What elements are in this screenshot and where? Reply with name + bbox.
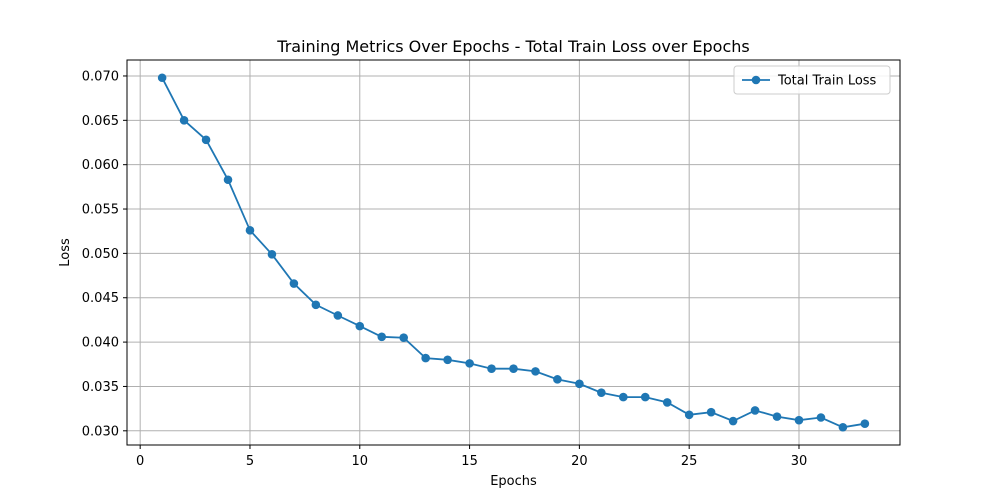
y-tick-label: 0.040 (82, 336, 119, 351)
data-point (421, 353, 430, 363)
y-tick-label: 0.060 (82, 158, 119, 173)
data-point (509, 364, 518, 374)
data-point (662, 398, 672, 407)
x-axis: 0 5 10 15 20 25 30 (136, 445, 807, 469)
data-point (640, 392, 650, 402)
y-tick-label: 0.050 (82, 247, 119, 262)
y-tick-label: 0.065 (82, 114, 119, 129)
x-tick-label: 25 (681, 454, 698, 469)
data-point (794, 415, 804, 425)
data-point (333, 311, 343, 320)
data-point (443, 355, 452, 365)
data-point (267, 249, 277, 259)
data-point (750, 406, 760, 415)
data-point (157, 73, 167, 83)
legend-box (733, 65, 891, 95)
data-point (816, 413, 826, 422)
data-point (553, 375, 562, 384)
data-point (706, 407, 716, 417)
data-point (531, 367, 540, 376)
data-point (311, 300, 321, 310)
data-point (201, 135, 211, 145)
data-point (860, 419, 870, 429)
data-point (597, 388, 606, 397)
data-point (838, 422, 848, 432)
plot-frame (126, 59, 901, 446)
chart-title: Training Metrics Over Epochs - Total Tra… (276, 37, 749, 56)
data-point (619, 392, 628, 402)
data-point (245, 226, 255, 235)
x-tick-label: 15 (461, 454, 478, 469)
y-tick-label: 0.070 (82, 69, 119, 84)
grid-lines (127, 60, 900, 445)
y-tick-label: 0.035 (82, 380, 119, 395)
y-tick-label: 0.055 (82, 203, 119, 218)
y-tick-label: 0.030 (82, 424, 119, 439)
x-tick-label: 10 (352, 454, 369, 469)
legend-label: Total Train Loss (777, 74, 877, 89)
data-point (223, 175, 233, 185)
data-point (772, 412, 782, 421)
x-tick-label: 30 (791, 454, 808, 469)
data-point (399, 333, 408, 342)
x-tick-label: 5 (246, 454, 254, 469)
data-point (465, 359, 474, 368)
series-group (157, 73, 870, 432)
data-point (684, 410, 694, 420)
x-tick-label: 0 (136, 454, 144, 469)
data-point (728, 416, 738, 426)
x-axis-label: Epochs (490, 474, 537, 489)
data-point (355, 321, 365, 331)
data-point (179, 116, 189, 125)
data-point (487, 364, 496, 374)
data-point (377, 332, 387, 342)
y-tick-label: 0.045 (82, 291, 119, 306)
x-tick-label: 20 (571, 454, 588, 469)
legend: Total Train Loss (733, 65, 891, 95)
y-axis: 0.030 0.035 0.040 0.045 0.050 0.055 0.060 0.065… (82, 69, 127, 439)
legend-marker (751, 75, 761, 85)
data-point (575, 379, 584, 389)
data-point (289, 279, 299, 288)
y-axis-label: Loss (58, 238, 73, 267)
